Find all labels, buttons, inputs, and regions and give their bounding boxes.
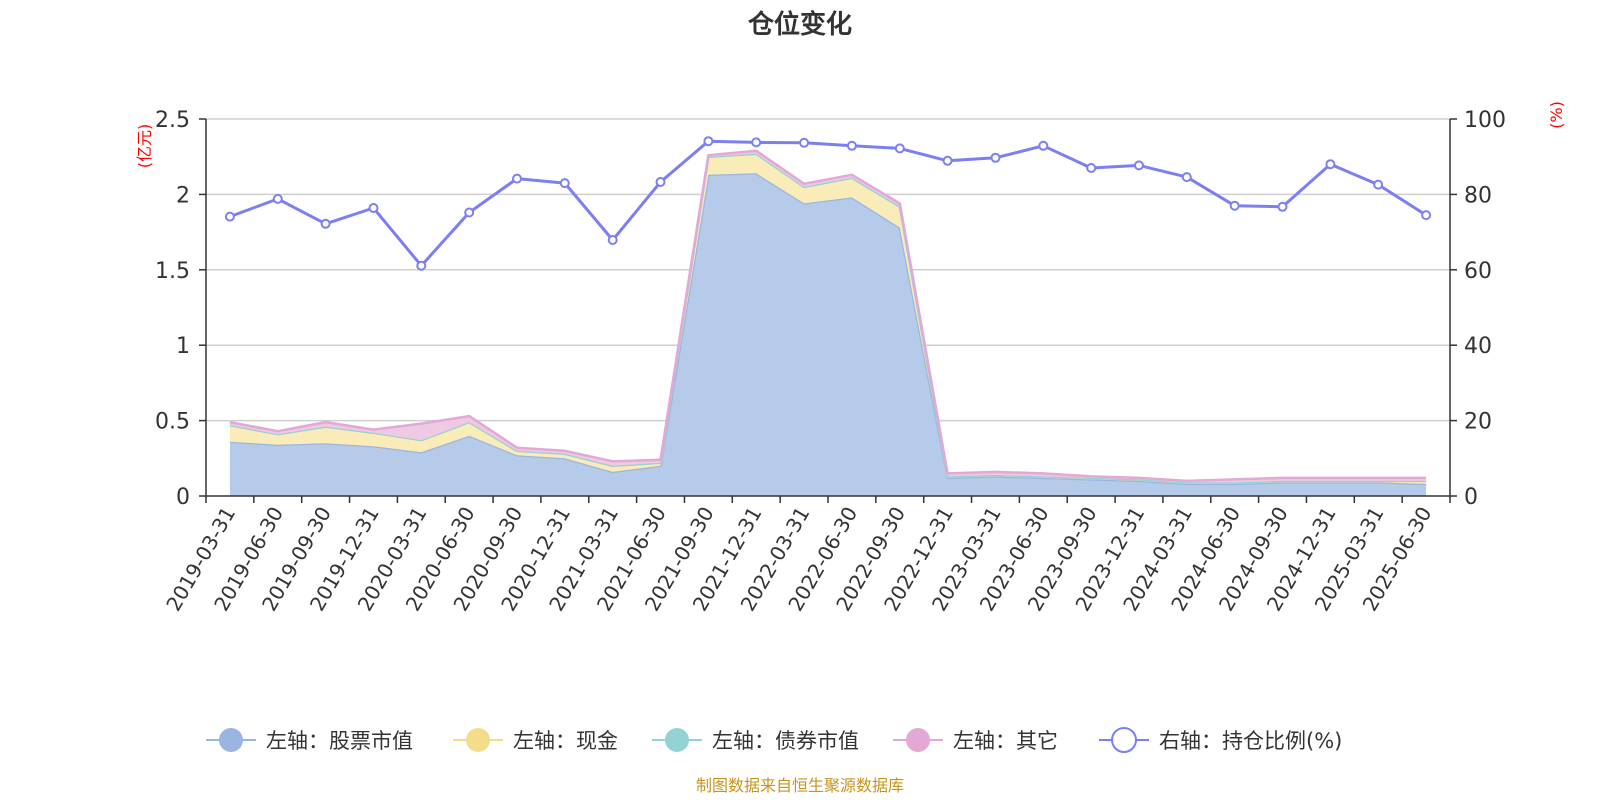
ratio-point[interactable]	[703, 136, 714, 147]
legend[interactable]: 左轴：股票市值 左轴：现金 左轴：债券市值 左轴：其它 右轴：持仓比例(%)	[206, 727, 1342, 753]
legend-marker	[906, 728, 930, 752]
ratio-point[interactable]	[559, 178, 570, 189]
ratio-point[interactable]	[894, 143, 905, 154]
legend-item[interactable]: 左轴：其它	[893, 728, 1058, 753]
legend-label: 左轴：债券市值	[712, 729, 859, 753]
right-axis-tick-label: 100	[1464, 108, 1506, 133]
left-axis-tick-label: 1.5	[155, 259, 190, 284]
left-axis-tick-label: 1	[176, 334, 190, 359]
ratio-point[interactable]	[1086, 163, 1097, 173]
right-axis-tick-label: 20	[1464, 410, 1492, 435]
right-axis-unit: (%)	[1547, 101, 1566, 129]
ratio-point[interactable]	[512, 173, 522, 184]
ratio-point[interactable]	[1277, 201, 1288, 212]
right-axis-tick-label: 60	[1464, 259, 1492, 284]
left-axis-tick-label: 2	[176, 183, 190, 208]
ratio-point[interactable]	[416, 260, 427, 271]
ratio-point[interactable]	[464, 207, 475, 218]
ratio-point[interactable]	[1134, 160, 1144, 171]
ratio-point[interactable]	[751, 137, 762, 148]
legend-item[interactable]: 左轴：债券市值	[652, 728, 859, 753]
left-axis-tick-label: 0.5	[155, 410, 190, 435]
legend-item[interactable]: 右轴：持仓比例(%)	[1099, 727, 1342, 753]
ratio-point[interactable]	[224, 211, 235, 222]
legend-marker	[1111, 727, 1137, 753]
area-edge-左轴：其它	[229, 149, 1427, 483]
legend-label: 左轴：其它	[953, 729, 1058, 753]
legend-marker	[219, 728, 243, 752]
legend-marker	[466, 728, 490, 752]
ratio-point[interactable]	[799, 137, 810, 148]
legend-label: 左轴：现金	[513, 729, 618, 753]
right-axis-tick-label: 40	[1464, 334, 1492, 359]
ratio-point[interactable]	[368, 203, 379, 213]
data-source-note: 制图数据来自恒生聚源数据库	[696, 776, 904, 795]
left-axis-tick-label: 2.5	[155, 108, 190, 133]
chart-title: 仓位变化	[747, 9, 852, 40]
ratio-point[interactable]	[655, 177, 666, 187]
right-axis-tick-label: 0	[1464, 485, 1478, 510]
ratio-point[interactable]	[846, 140, 857, 151]
ratio-point[interactable]	[1373, 179, 1384, 190]
ratio-point[interactable]	[320, 218, 331, 229]
legend-label: 左轴：股票市值	[266, 729, 413, 753]
stacked-areas	[229, 149, 1427, 497]
ratio-point[interactable]	[1325, 159, 1336, 170]
legend-item[interactable]: 左轴：现金	[453, 728, 618, 753]
ratio-line	[229, 139, 1427, 268]
left-axis-unit: (亿元)	[135, 124, 154, 169]
ratio-point[interactable]	[607, 235, 618, 245]
ratio-point[interactable]	[1421, 210, 1432, 221]
area-左轴：股票市值	[229, 173, 1427, 497]
right-axis-tick-label: 80	[1464, 183, 1492, 208]
left-axis-tick-label: 0	[176, 485, 190, 510]
ratio-point[interactable]	[1038, 140, 1049, 151]
ratio-point[interactable]	[272, 193, 283, 204]
ratio-point[interactable]	[942, 155, 953, 166]
legend-marker	[665, 728, 689, 752]
ratio-line-layer	[224, 136, 1432, 271]
ratio-point[interactable]	[1229, 200, 1240, 211]
legend-label: 右轴：持仓比例(%)	[1159, 729, 1342, 753]
legend-item[interactable]: 左轴：股票市值	[206, 728, 413, 753]
ratio-point[interactable]	[990, 152, 1001, 163]
ratio-point[interactable]	[1181, 172, 1192, 183]
